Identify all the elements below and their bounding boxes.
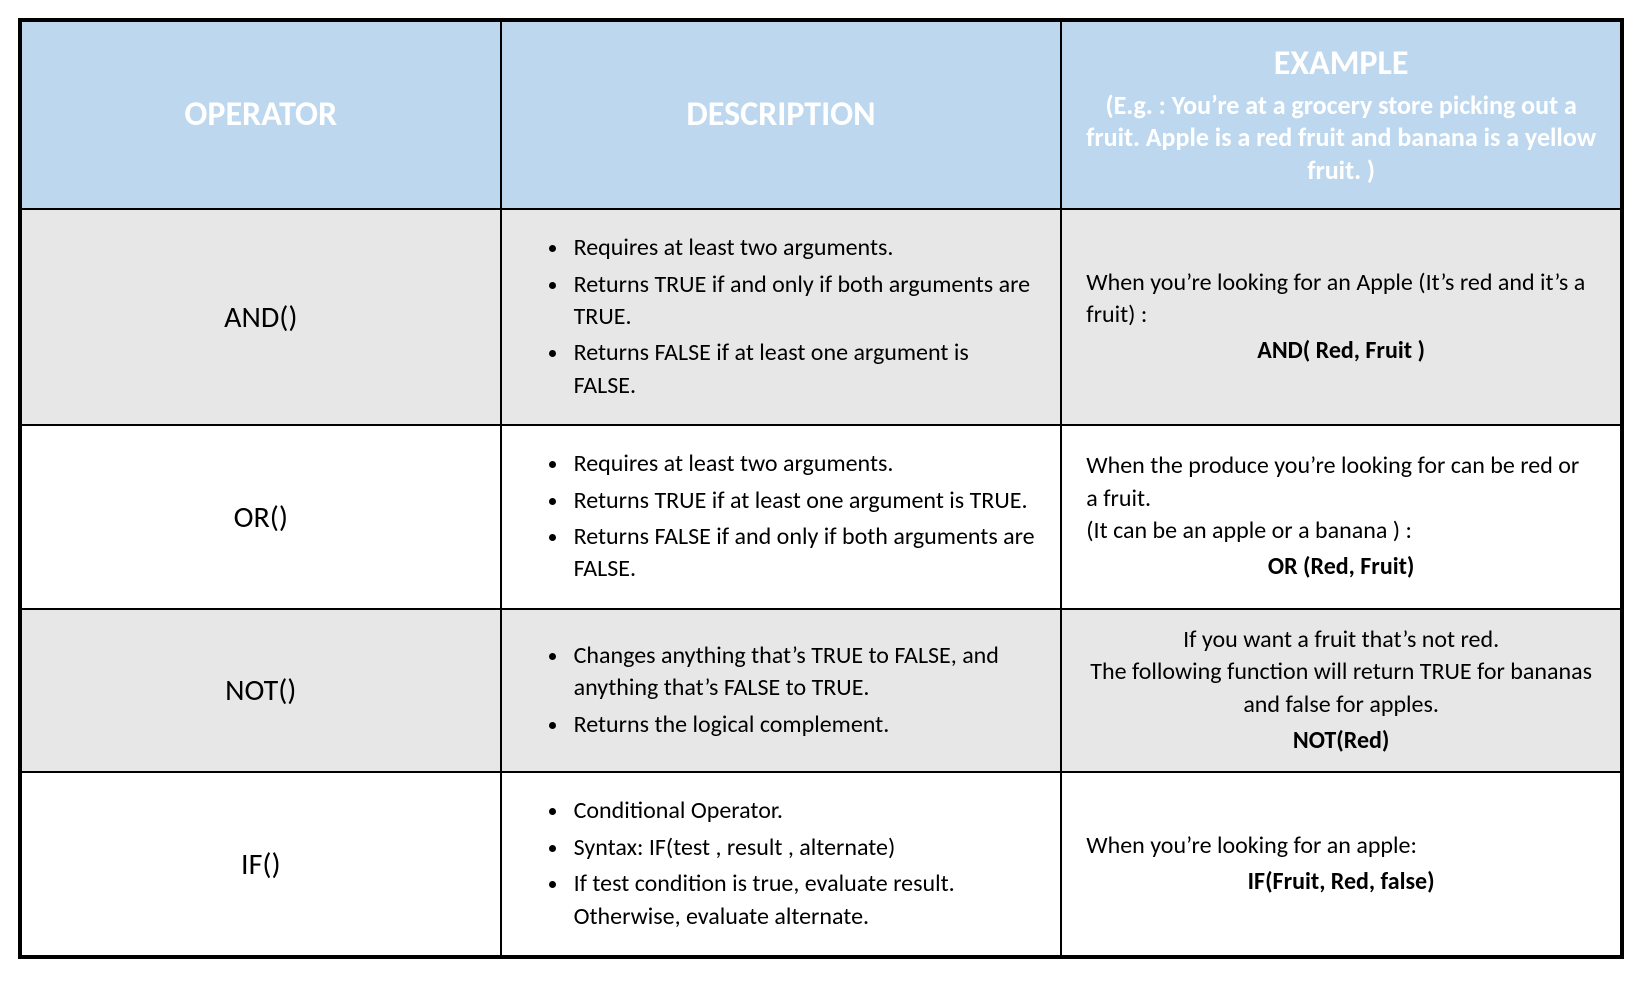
description-cell: Conditional Operator.Syntax: IF(test , r…	[501, 772, 1062, 957]
example-code: AND( Red, Fruit )	[1086, 335, 1596, 367]
example-intro: When you’re looking for an apple:	[1086, 830, 1596, 862]
example-code: NOT(Red)	[1086, 725, 1596, 757]
header-description: DESCRIPTION	[501, 20, 1062, 209]
example-code: OR (Red, Fruit)	[1086, 551, 1596, 583]
description-cell: Requires at least two arguments.Returns …	[501, 425, 1062, 609]
description-item: Requires at least two arguments.	[570, 446, 1037, 482]
description-cell: Requires at least two arguments.Returns …	[501, 209, 1062, 425]
description-item: Conditional Operator.	[570, 793, 1037, 829]
header-example-title: EXAMPLE	[1274, 43, 1409, 84]
description-item: Changes anything that’s TRUE to FALSE, a…	[570, 638, 1037, 707]
description-item: Returns TRUE if at least one argument is…	[570, 483, 1037, 519]
description-item: If test condition is true, evaluate resu…	[570, 866, 1037, 935]
example-code: IF(Fruit, Red, false)	[1086, 866, 1596, 898]
example-cell: When you’re looking for an Apple (It’s r…	[1061, 209, 1622, 425]
header-operator: OPERATOR	[20, 20, 501, 209]
table-row: AND()Requires at least two arguments.Ret…	[20, 209, 1622, 425]
header-example-subtitle: (E.g. : You’re at a grocery store pickin…	[1078, 89, 1604, 187]
operator-table-container: OPERATOR DESCRIPTION EXAMPLE (E.g. : You…	[0, 0, 1642, 977]
example-cell: If you want a fruit that’s not red.The f…	[1061, 609, 1622, 773]
operator-cell: OR()	[20, 425, 501, 609]
operator-cell: IF()	[20, 772, 501, 957]
operator-cell: NOT()	[20, 609, 501, 773]
example-intro: When you’re looking for an Apple (It’s r…	[1086, 267, 1596, 332]
description-item: Returns the logical complement.	[570, 707, 1037, 743]
example-intro: If you want a fruit that’s not red.The f…	[1086, 624, 1596, 721]
table-row: NOT() Changes anything that’s TRUE to FAL…	[20, 609, 1622, 773]
description-item: Requires at least two arguments.	[570, 230, 1037, 266]
description-item: Returns TRUE if and only if both argumen…	[570, 267, 1037, 336]
header-example: EXAMPLE (E.g. : You’re at a grocery stor…	[1061, 20, 1622, 209]
table-header-row: OPERATOR DESCRIPTION EXAMPLE (E.g. : You…	[20, 20, 1622, 209]
description-list: Conditional Operator.Syntax: IF(test , r…	[526, 793, 1037, 935]
table-row: OR()Requires at least two arguments.Retu…	[20, 425, 1622, 609]
description-list: Requires at least two arguments.Returns …	[526, 446, 1037, 588]
description-list: Changes anything that’s TRUE to FALSE, a…	[526, 638, 1037, 743]
description-item: Returns FALSE if and only if both argume…	[570, 519, 1037, 588]
table-body: AND()Requires at least two arguments.Ret…	[20, 209, 1622, 957]
description-cell: Changes anything that’s TRUE to FALSE, a…	[501, 609, 1062, 773]
operator-cell: AND()	[20, 209, 501, 425]
description-item: Syntax: IF(test , result , alternate)	[570, 830, 1037, 866]
description-list: Requires at least two arguments.Returns …	[526, 230, 1037, 404]
operator-table: OPERATOR DESCRIPTION EXAMPLE (E.g. : You…	[18, 18, 1624, 959]
table-row: IF()Conditional Operator.Syntax: IF(test…	[20, 772, 1622, 957]
example-cell: When you’re looking for an apple: IF(Frui…	[1061, 772, 1622, 957]
description-item: Returns FALSE if at least one argument i…	[570, 335, 1037, 404]
example-intro: When the produce you’re looking for can …	[1086, 450, 1596, 547]
example-cell: When the produce you’re looking for can …	[1061, 425, 1622, 609]
